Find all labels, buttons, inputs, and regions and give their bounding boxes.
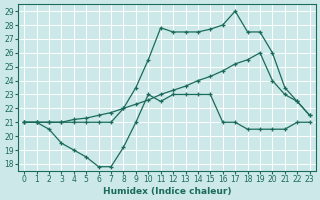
X-axis label: Humidex (Indice chaleur): Humidex (Indice chaleur) <box>103 187 231 196</box>
